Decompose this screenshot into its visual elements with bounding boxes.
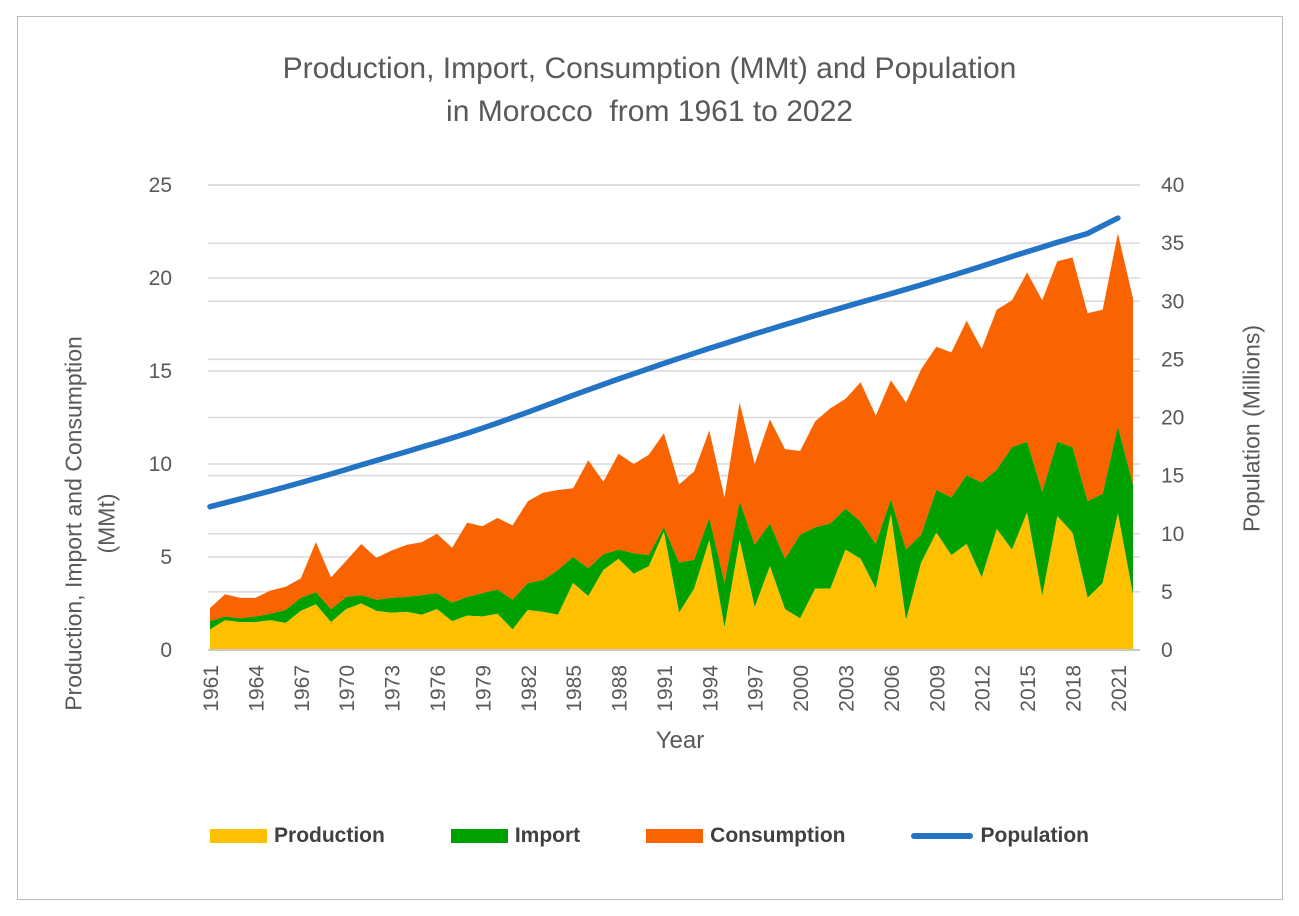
legend-item-import: Import	[450, 824, 581, 848]
y-right-tick-label-0: 0	[1161, 639, 1173, 662]
y-left-tick-label-20: 20	[149, 267, 172, 290]
y-right-tick-label-5: 5	[1161, 581, 1173, 604]
production-area	[210, 512, 1133, 650]
x-year-label-2006: 2006	[881, 665, 904, 712]
import-swatch	[450, 829, 508, 843]
y-right-tick-label-15: 15	[1161, 465, 1184, 488]
x-year-label-2009: 2009	[926, 665, 949, 712]
chart-title-line1: Production, Import, Consumption (MMt) an…	[282, 52, 1017, 85]
x-year-label-1961: 1961	[200, 665, 223, 712]
y-left-tick-label-15: 15	[149, 360, 172, 383]
legend-item-consumption: Consumption	[646, 824, 845, 848]
y-right-tick-label-30: 30	[1161, 290, 1184, 313]
x-year-label-2018: 2018	[1062, 665, 1085, 712]
y-left-tick-label-5: 5	[160, 546, 172, 569]
legend-label-import: Import	[514, 824, 581, 847]
x-year-label-1988: 1988	[609, 665, 632, 712]
x-year-label-1970: 1970	[336, 665, 359, 712]
import-area	[210, 426, 1133, 630]
y-right-tick-label-35: 35	[1161, 232, 1184, 255]
legend-label-production: Production	[274, 824, 385, 847]
x-year-label-1985: 1985	[563, 665, 586, 712]
x-year-label-1997: 1997	[745, 665, 768, 712]
legend-label-population: Population	[980, 824, 1089, 847]
y-left-tick-label-10: 10	[149, 453, 172, 476]
x-axis-title: Year	[655, 727, 705, 754]
x-year-label-1964: 1964	[245, 665, 268, 712]
population-line-swatch	[911, 833, 974, 839]
population-line	[207, 215, 1121, 510]
y-right-tick-label-40: 40	[1161, 174, 1184, 197]
y-right-tick-label-20: 20	[1161, 407, 1184, 430]
x-year-label-2021: 2021	[1108, 665, 1131, 712]
legend-item-population: Population	[911, 824, 1089, 848]
chart-title: Production, Import, Consumption (MMt) an…	[0, 47, 1299, 133]
x-year-label-1991: 1991	[654, 665, 677, 712]
y-left-tick-label-0: 0	[160, 639, 172, 662]
legend-item-production: Production	[210, 824, 385, 848]
x-year-label-2000: 2000	[790, 665, 813, 712]
x-year-label-1976: 1976	[427, 665, 450, 712]
y-right-tick-label-10: 10	[1161, 523, 1184, 546]
x-year-label-2012: 2012	[972, 665, 995, 712]
x-year-label-1994: 1994	[699, 665, 722, 712]
y-right-tick-label-25: 25	[1161, 348, 1184, 371]
x-year-label-1967: 1967	[291, 665, 314, 712]
consumption-swatch	[646, 829, 704, 843]
x-year-label-1973: 1973	[382, 665, 405, 712]
y-left-tick-label-25: 25	[149, 174, 172, 197]
chart-title-line2: in Morocco from 1961 to 2022	[446, 95, 853, 128]
x-year-label-1979: 1979	[472, 665, 495, 712]
legend: Production Import Consumption Population	[0, 824, 1299, 848]
x-year-label-2015: 2015	[1017, 665, 1040, 712]
legend-label-consumption: Consumption	[710, 824, 846, 847]
x-year-label-2003: 2003	[836, 665, 859, 712]
x-year-label-1982: 1982	[518, 665, 541, 712]
consumption-area	[210, 233, 1133, 622]
production-swatch	[210, 829, 268, 843]
